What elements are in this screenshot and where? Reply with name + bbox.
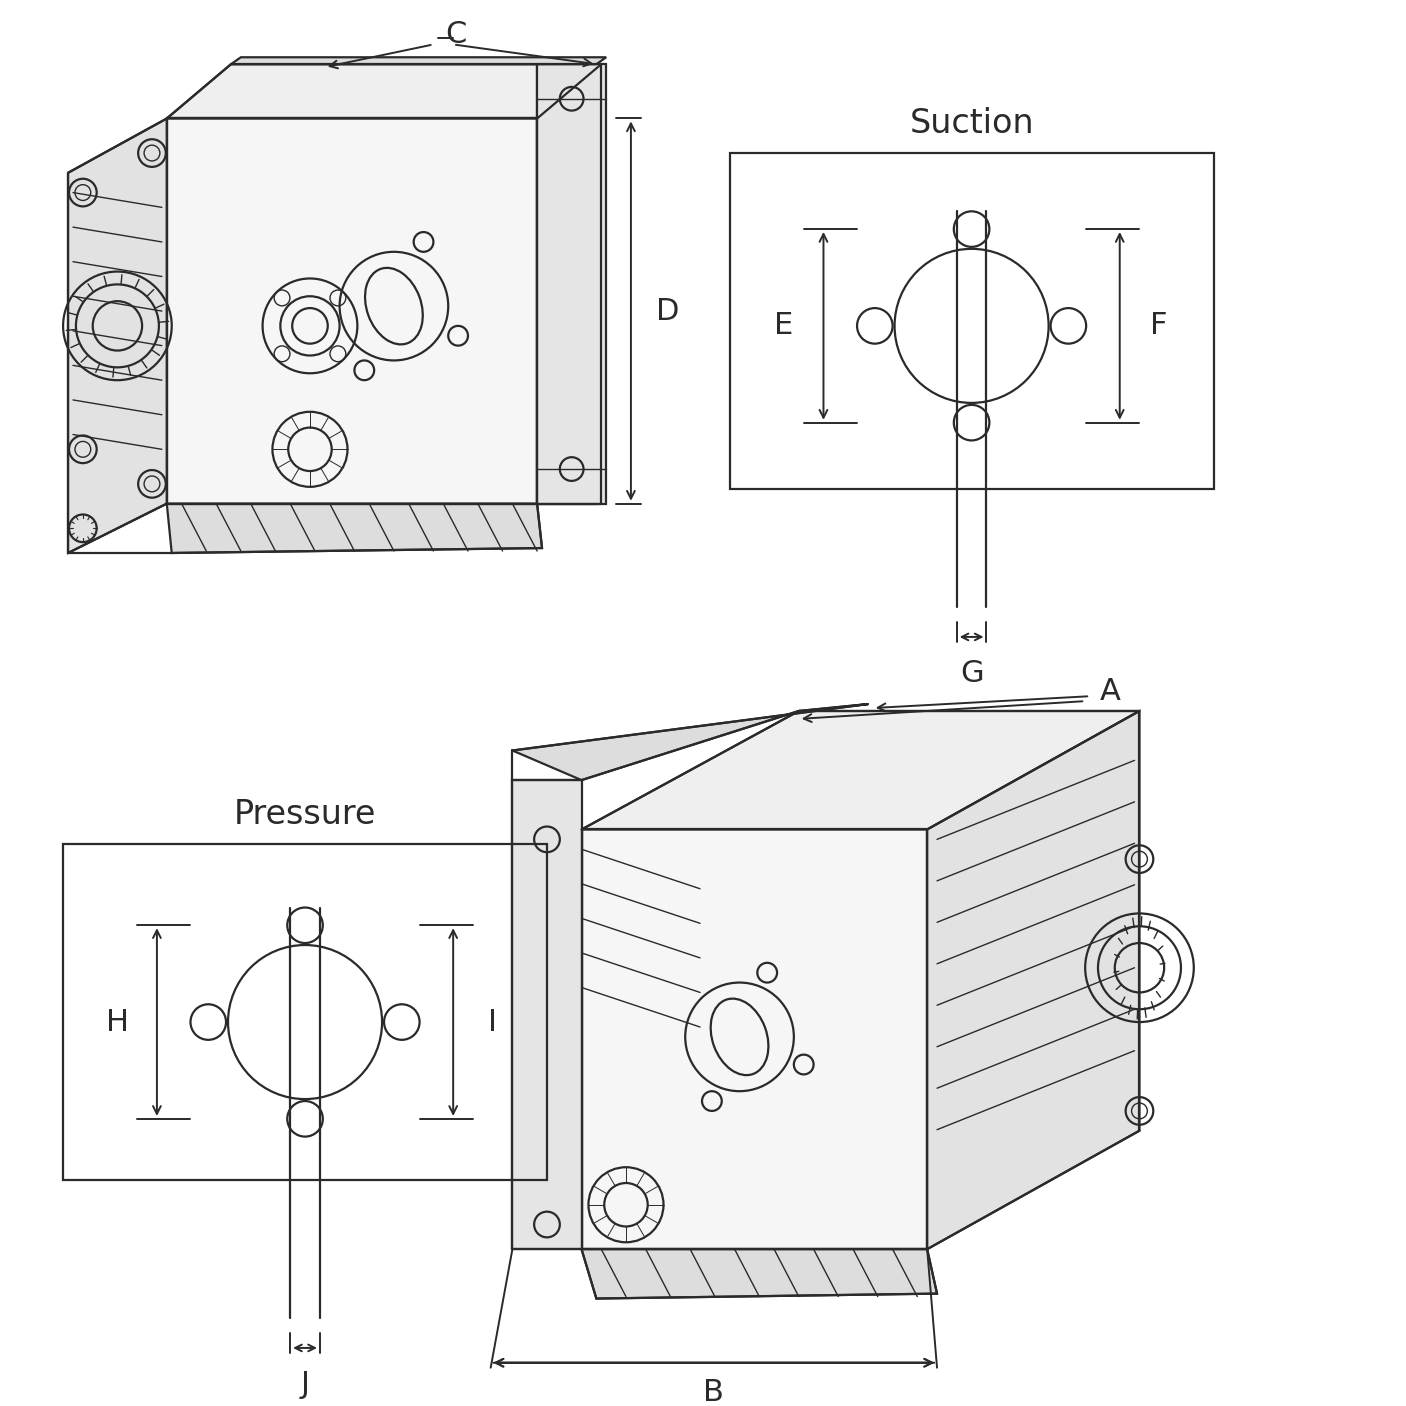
Polygon shape <box>512 780 582 1249</box>
Text: H: H <box>105 1008 129 1036</box>
Bar <box>63 845 547 1180</box>
Text: Suction: Suction <box>910 107 1033 141</box>
Polygon shape <box>927 711 1139 1249</box>
Polygon shape <box>512 704 868 780</box>
Text: A: A <box>1099 676 1121 706</box>
Polygon shape <box>167 118 537 503</box>
Polygon shape <box>167 503 543 553</box>
Text: F: F <box>1150 311 1168 340</box>
Polygon shape <box>231 58 606 65</box>
Text: Pressure: Pressure <box>233 799 377 831</box>
Text: I: I <box>488 1008 498 1036</box>
Bar <box>730 153 1213 489</box>
Text: B: B <box>703 1378 724 1406</box>
Text: G: G <box>960 658 983 688</box>
Text: J: J <box>301 1369 309 1399</box>
Text: E: E <box>775 311 793 340</box>
Polygon shape <box>537 65 606 503</box>
Text: C: C <box>446 20 467 49</box>
Text: D: D <box>655 297 679 326</box>
Polygon shape <box>537 65 596 503</box>
Polygon shape <box>67 118 167 553</box>
Polygon shape <box>167 65 596 118</box>
Polygon shape <box>582 1249 936 1299</box>
Polygon shape <box>582 711 1139 830</box>
Polygon shape <box>582 830 927 1249</box>
